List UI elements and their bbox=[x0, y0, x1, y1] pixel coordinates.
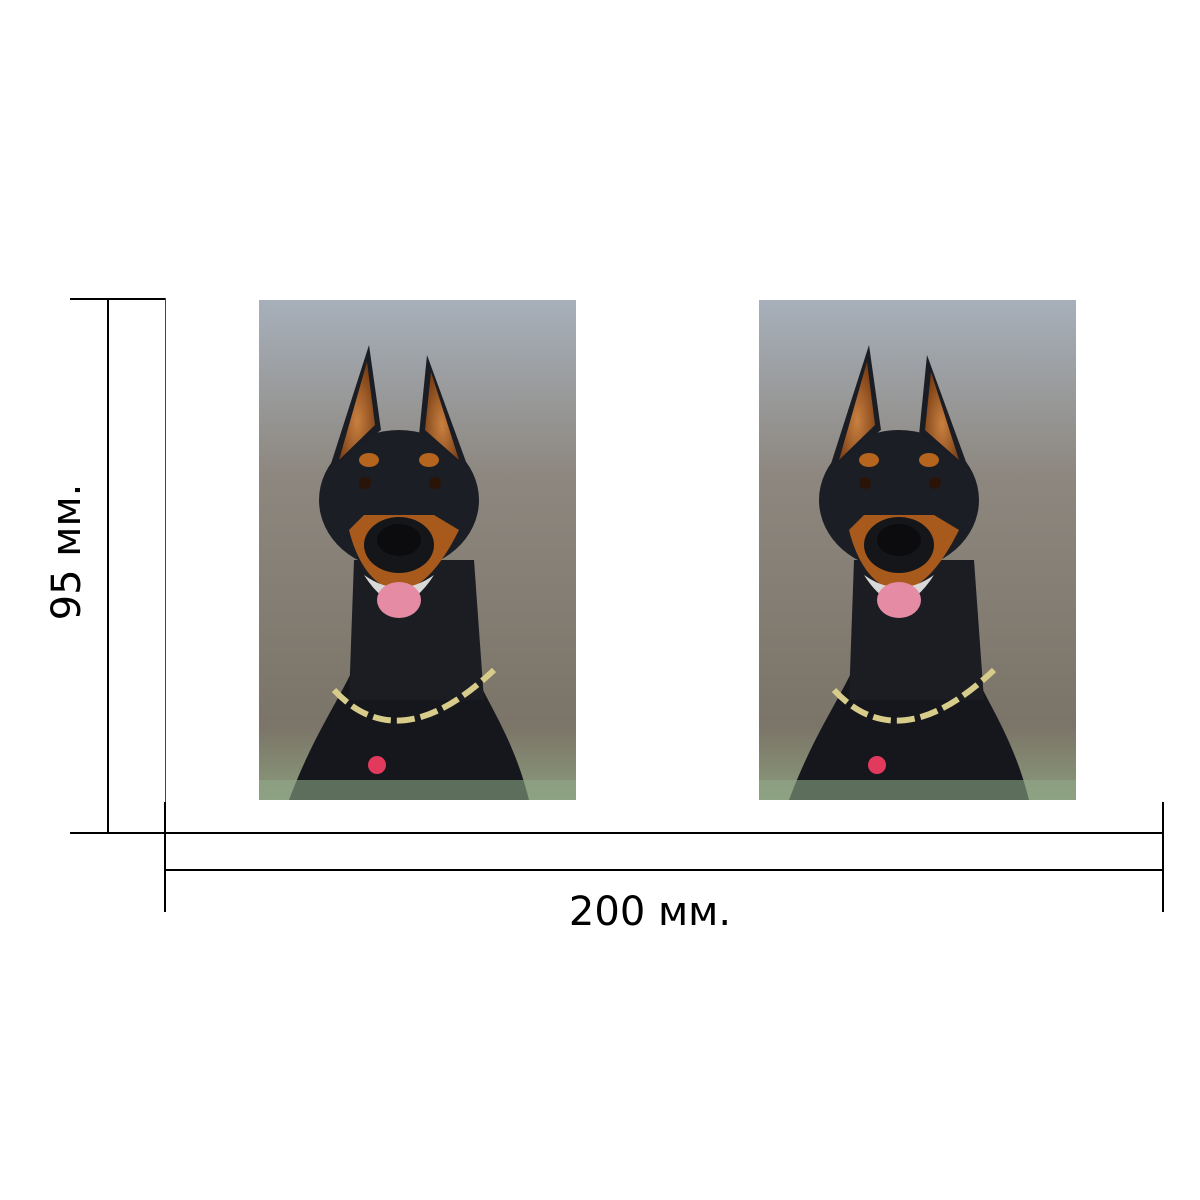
width-label: 200 мм. bbox=[568, 889, 732, 935]
height-label: 95 мм. bbox=[44, 483, 90, 621]
height-dimension-top-tick bbox=[70, 298, 166, 300]
width-dimension-right-tick bbox=[1162, 802, 1164, 912]
dog-photo-right bbox=[759, 300, 1076, 800]
width-dimension-top-line bbox=[164, 832, 1164, 834]
width-dimension-line bbox=[164, 869, 1164, 871]
height-dimension-right-edge bbox=[165, 298, 166, 834]
width-dimension-left-tick bbox=[164, 802, 166, 912]
dog-photo-left bbox=[259, 300, 576, 800]
dog-photo-icon bbox=[259, 300, 576, 800]
height-dimension-bottom-tick bbox=[70, 832, 166, 834]
dog-photo-icon bbox=[759, 300, 1076, 800]
height-dimension-line bbox=[107, 298, 109, 834]
